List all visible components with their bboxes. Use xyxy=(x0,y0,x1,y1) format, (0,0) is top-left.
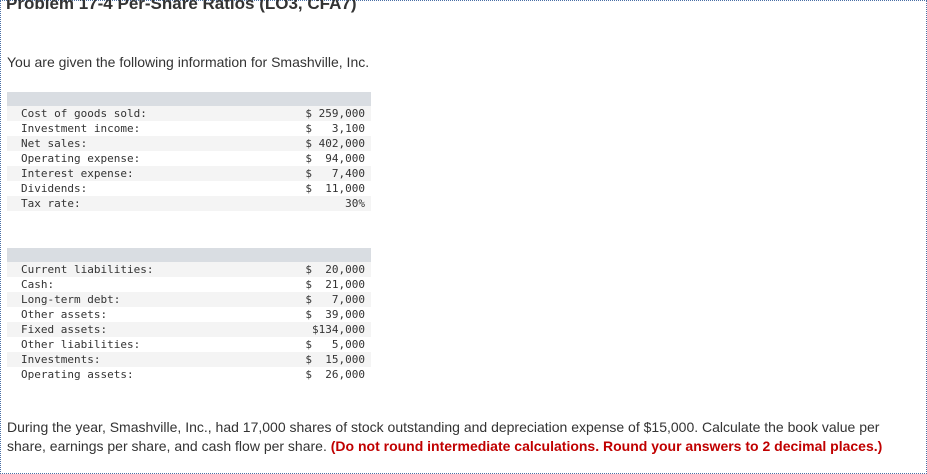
intro-text: You are given the following information … xyxy=(7,54,370,70)
table-row: Tax rate: 30% xyxy=(7,196,371,211)
income-data-table: Cost of goods sold: $ 259,000 Investment… xyxy=(7,92,371,211)
row-label: Current liabilities: xyxy=(21,263,154,276)
row-label: Cash: xyxy=(21,278,55,291)
table-row: Fixed assets: $134,000 xyxy=(7,322,371,337)
row-label: Other assets: xyxy=(21,308,108,321)
row-label: Cost of goods sold: xyxy=(21,107,147,120)
row-label: Investment income: xyxy=(21,122,141,135)
row-value: $ 39,000 xyxy=(305,308,365,321)
row-value: $ 402,000 xyxy=(305,137,365,150)
row-value: $ 20,000 xyxy=(305,263,365,276)
table-row: Dividends: $ 11,000 xyxy=(7,181,371,196)
rounding-instruction: (Do not round intermediate calculations.… xyxy=(330,438,883,454)
row-label: Other liabilities: xyxy=(21,338,141,351)
table-row: Investments: $ 15,000 xyxy=(7,352,371,367)
table-row: Cash: $ 21,000 xyxy=(7,277,371,292)
table-row: Other assets: $ 39,000 xyxy=(7,307,371,322)
row-label: Operating assets: xyxy=(21,368,134,381)
table-row: Operating expense: $ 94,000 xyxy=(7,151,371,166)
table-header-bar xyxy=(7,248,371,262)
table-row: Cost of goods sold: $ 259,000 xyxy=(7,106,371,121)
row-label: Dividends: xyxy=(21,182,88,195)
row-value: $ 26,000 xyxy=(305,368,365,381)
row-value: $ 21,000 xyxy=(305,278,365,291)
row-value: $ 5,000 xyxy=(305,338,365,351)
table-row: Interest expense: $ 7,400 xyxy=(7,166,371,181)
row-label: Investments: xyxy=(21,353,101,366)
problem-title: Problem 17-4 Per-Share Ratios (LO3, CFA7… xyxy=(6,0,357,13)
row-label: Operating expense: xyxy=(21,152,141,165)
row-label: Interest expense: xyxy=(21,167,134,180)
row-value: $ 94,000 xyxy=(305,152,365,165)
table-header-bar xyxy=(7,92,371,106)
row-value: $ 7,400 xyxy=(305,167,365,180)
question-body: During the year, Smashville, Inc., had 1… xyxy=(7,419,880,454)
table-row: Net sales: $ 402,000 xyxy=(7,136,371,151)
row-value: $ 11,000 xyxy=(305,182,365,195)
balance-data-table: Current liabilities: $ 20,000 Cash: $ 21… xyxy=(7,248,371,382)
row-value: $ 7,000 xyxy=(305,293,365,306)
row-label: Tax rate: xyxy=(21,197,81,210)
row-label: Long-term debt: xyxy=(21,293,121,306)
table-row: Operating assets: $ 26,000 xyxy=(7,367,371,382)
row-label: Fixed assets: xyxy=(21,323,108,336)
row-value: $ 259,000 xyxy=(305,107,365,120)
row-value: $ 15,000 xyxy=(305,353,365,366)
row-value: $134,000 xyxy=(312,323,365,336)
row-value: $ 3,100 xyxy=(305,122,365,135)
question-text: During the year, Smashville, Inc., had 1… xyxy=(7,418,919,456)
table-row: Investment income: $ 3,100 xyxy=(7,121,371,136)
table-row: Long-term debt: $ 7,000 xyxy=(7,292,371,307)
row-value: 30% xyxy=(345,197,365,210)
table-row: Other liabilities: $ 5,000 xyxy=(7,337,371,352)
table-row: Current liabilities: $ 20,000 xyxy=(7,262,371,277)
row-label: Net sales: xyxy=(21,137,88,150)
